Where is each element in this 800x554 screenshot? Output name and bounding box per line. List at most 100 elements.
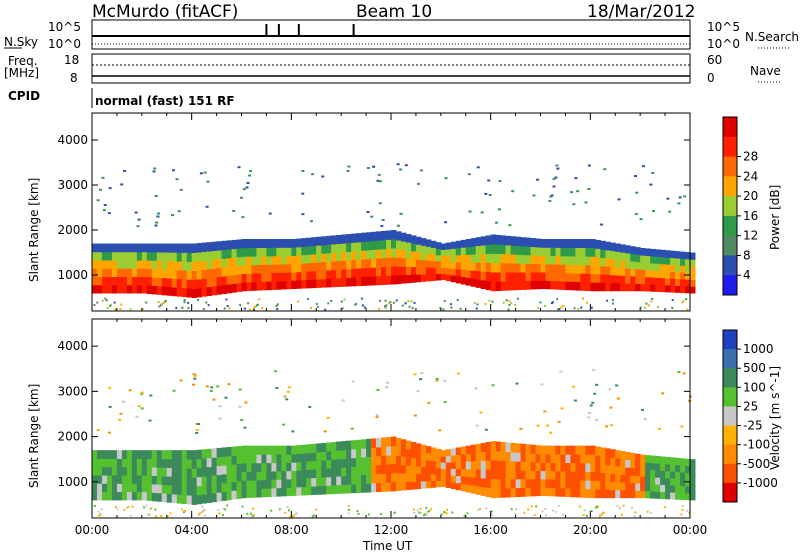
echo-cell: [595, 455, 601, 465]
echo-cell: [400, 274, 407, 284]
echo-cell: [535, 255, 541, 265]
echo-cell: [625, 268, 631, 277]
scatter-echo: [123, 170, 127, 173]
near-range-echo: [166, 514, 169, 517]
echo-cell: [311, 237, 317, 247]
echo-cell: [246, 247, 252, 257]
near-range-echo: [616, 504, 619, 507]
echo-cell: [475, 245, 482, 255]
echo-cell: [266, 255, 272, 265]
scatter-echo: [552, 185, 556, 188]
echo-cell: [445, 481, 452, 488]
echo-cell: [381, 446, 387, 456]
echo-cell: [336, 234, 342, 245]
echo-cell: [301, 478, 307, 488]
echo-cell: [660, 277, 666, 286]
echo-cell: [480, 451, 487, 461]
echo-cell: [311, 270, 317, 280]
echo-cell: [326, 485, 332, 495]
echo-cell: [336, 484, 342, 494]
echo-cell: [480, 262, 487, 272]
echo-cell: [151, 251, 158, 261]
near-range-echo: [622, 504, 625, 507]
echo-cell: [520, 461, 527, 471]
echo-cell: [356, 250, 362, 260]
echo-cell: [116, 491, 123, 501]
echo-cell: [595, 282, 601, 292]
near-range-echo: [243, 307, 246, 310]
echo-cell: [126, 450, 133, 459]
echo-cell: [286, 272, 292, 281]
echo-cell: [645, 483, 651, 492]
colorbar-swatch: [723, 482, 737, 503]
scatter-echo: [661, 392, 665, 395]
near-range-echo: [416, 509, 419, 512]
y-tick-label: 4000: [57, 339, 88, 353]
echo-cell: [371, 438, 377, 448]
near-range-echo: [649, 512, 652, 515]
near-range-echo: [634, 511, 637, 514]
echo-cell: [371, 267, 377, 277]
echo-cell: [400, 473, 407, 483]
echo-cell: [575, 256, 581, 266]
echo-cell: [525, 452, 532, 463]
echo-cell: [540, 487, 546, 496]
echo-cell: [191, 459, 198, 469]
echo-cell: [186, 279, 193, 289]
echo-cell: [465, 239, 472, 248]
echo-cell: [460, 247, 467, 256]
echo-cell: [166, 243, 173, 253]
scatter-echo: [107, 431, 111, 434]
echo-cell: [146, 475, 153, 485]
echo-cell: [505, 235, 512, 246]
echo-cell: [590, 480, 596, 490]
echo-cell: [685, 465, 691, 473]
echo-cell: [560, 255, 566, 265]
echo-cell: [136, 243, 143, 253]
echo-cell: [121, 475, 128, 484]
colorbar-swatch: [723, 425, 737, 446]
echo-cell: [136, 450, 143, 459]
near-range-echo: [551, 509, 554, 512]
scatter-echo: [515, 382, 519, 385]
echo-cell: [595, 265, 601, 275]
echo-cell: [505, 442, 512, 453]
echo-cell: [645, 476, 651, 485]
echo-cell: [630, 490, 636, 499]
echo-cell: [640, 490, 646, 499]
echo-cell: [131, 276, 138, 286]
echo-cell: [236, 480, 242, 491]
echo-cell: [685, 279, 691, 287]
echo-cell: [221, 258, 228, 268]
echo-cell: [455, 461, 462, 470]
echo-cell: [391, 481, 397, 492]
echo-cell: [395, 240, 402, 250]
scatter-echo: [475, 424, 479, 427]
scatter-echo: [376, 388, 380, 391]
echo-cell: [605, 258, 611, 267]
near-range-echo: [514, 303, 517, 306]
echo-cell: [495, 272, 502, 282]
echo-cell: [580, 247, 586, 257]
echo-cell: [201, 278, 208, 288]
echo-cell: [141, 276, 148, 286]
echo-cell: [535, 461, 541, 471]
echo-cell: [216, 258, 223, 269]
echo-cell: [605, 266, 611, 275]
x-tick-label: 12:00: [374, 523, 409, 537]
echo-cell: [196, 494, 203, 505]
echo-cell: [680, 285, 686, 294]
echo-cell: [465, 246, 472, 255]
echo-cell: [445, 255, 452, 263]
echo-cell: [136, 251, 143, 261]
echo-cell: [246, 264, 252, 274]
echo-cell: [171, 493, 178, 504]
near-range-echo: [248, 308, 251, 311]
echo-cell: [440, 474, 447, 481]
near-range-echo: [477, 509, 480, 512]
echo-cell: [490, 253, 497, 264]
scatter-echo: [311, 173, 315, 176]
echo-cell: [92, 491, 98, 501]
scatter-echo: [616, 397, 620, 400]
echo-cell: [341, 441, 347, 451]
